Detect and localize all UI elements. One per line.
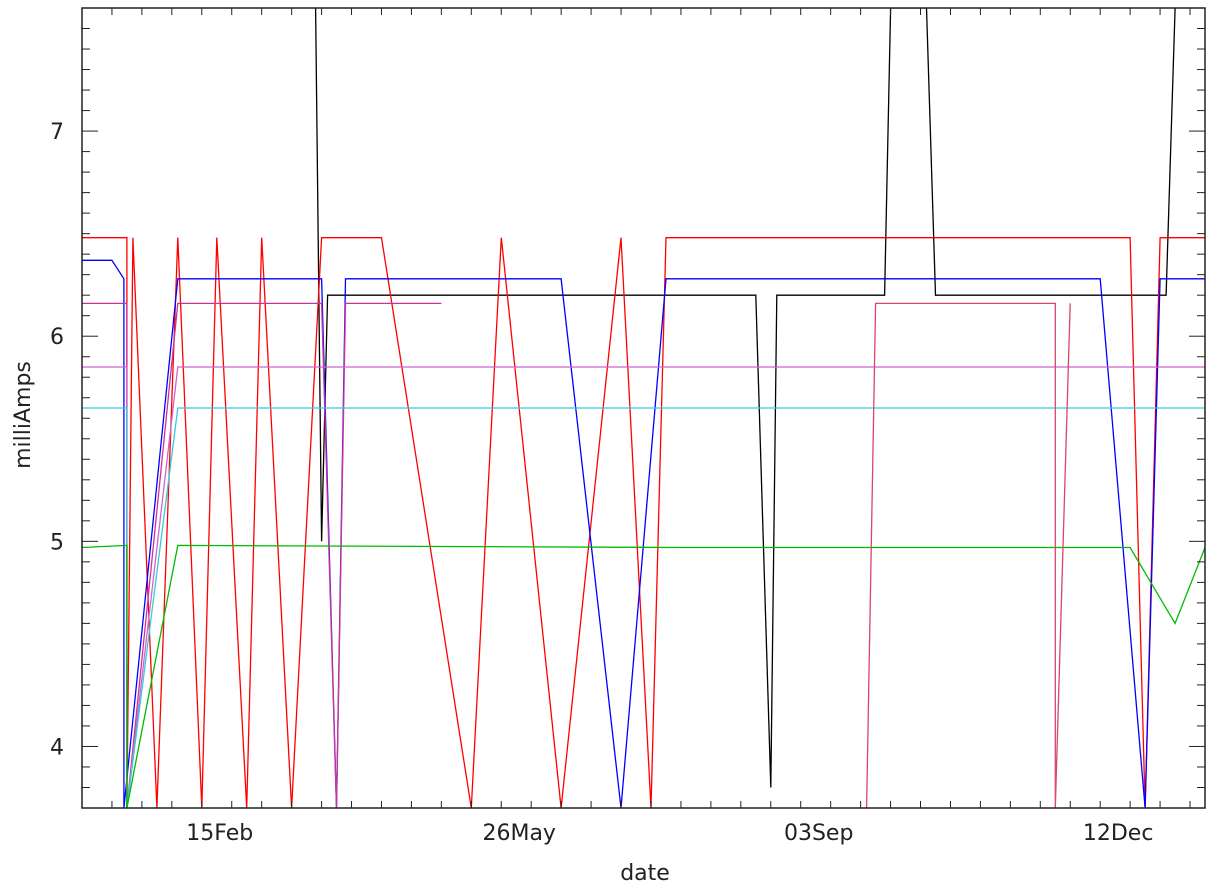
x-axis-label: date (620, 861, 670, 886)
y-tick-label: 7 (50, 120, 64, 145)
y-tick-label: 6 (50, 325, 64, 350)
series-line-2 (82, 237, 1205, 808)
x-tick-label: 12Dec (1083, 821, 1154, 846)
x-axis-ticks: 15Feb 26May 03Sep 12Dec (81, 8, 1191, 846)
x-tick-label: 26May (482, 821, 555, 846)
series-line-3 (82, 259, 1205, 808)
series-line-8 (865, 302, 1071, 808)
x-tick-label: 03Sep (784, 821, 853, 846)
y-tick-label: 4 (50, 735, 64, 760)
series-line-1 (314, 8, 1176, 788)
y-axis-ticks: 4 5 6 7 (50, 7, 1205, 809)
x-tick-label: 15Feb (186, 821, 253, 846)
series-line-7 (82, 544, 1205, 808)
y-tick-label: 5 (50, 530, 64, 555)
y-axis-label: milliAmps (11, 361, 36, 469)
plot-frame (81, 7, 1206, 809)
series-line-6 (82, 407, 1205, 808)
series-layer (82, 8, 1205, 808)
series-line-5 (82, 366, 1205, 808)
